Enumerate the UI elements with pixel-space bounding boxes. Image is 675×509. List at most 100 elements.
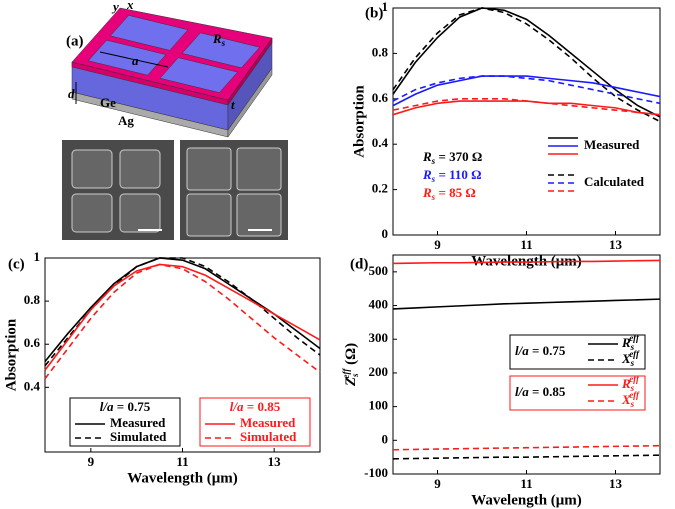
y-tick-label: 0 xyxy=(382,226,389,241)
data-line xyxy=(392,98,661,116)
y-tick-label: 0.6 xyxy=(372,90,389,105)
y-tick-label: -100 xyxy=(364,465,388,480)
y-tick-label: 200 xyxy=(369,364,389,379)
annotation: Rs = 370 Ω xyxy=(422,149,482,166)
y-tick-label: 500 xyxy=(369,263,389,278)
y-axis-label: Absorption xyxy=(351,85,367,158)
y-tick-label: 0.4 xyxy=(24,378,41,393)
y-tick-label: 0.8 xyxy=(24,292,41,307)
subscript: s xyxy=(431,192,436,202)
data-line xyxy=(392,7,661,123)
subscript: s xyxy=(630,342,635,352)
data-line xyxy=(392,259,661,265)
data-line xyxy=(392,100,661,116)
annotation: Rs = 110 Ω xyxy=(422,167,482,184)
x-axis-label: Wavelength (μm) xyxy=(471,492,582,508)
superscript: eff xyxy=(629,349,640,359)
legend-title: l/a = 0.75 xyxy=(100,399,151,414)
legend-title: l/a = 0.85 xyxy=(515,384,566,399)
x-axis-label: Wavelength (μm) xyxy=(127,470,238,486)
subscript: s xyxy=(630,383,635,393)
legend-title: l/a = 0.75 xyxy=(515,343,566,358)
superscript: eff xyxy=(341,368,351,379)
text-part: R xyxy=(422,185,432,200)
subscript: s xyxy=(221,38,226,48)
subscript: s xyxy=(350,373,360,378)
x-tick-label: 11 xyxy=(520,237,532,252)
legend-label: Xseff xyxy=(621,390,640,409)
data-line xyxy=(392,444,661,451)
legend-label: Measured xyxy=(584,137,640,152)
text-part: R xyxy=(212,31,222,46)
diagram-label: a xyxy=(132,53,139,68)
panel-label: (c) xyxy=(8,256,25,272)
y-tick-label: 0.8 xyxy=(372,44,389,59)
text-part: R xyxy=(422,149,432,164)
panel-label: (d) xyxy=(350,256,368,272)
text-part: = 0.85 xyxy=(244,399,281,414)
x-tick-label: 13 xyxy=(609,476,623,491)
y-tick-label: 400 xyxy=(369,297,389,312)
y-tick-label: 1 xyxy=(382,0,389,14)
sem-square xyxy=(119,149,161,189)
text-part: = 370 Ω xyxy=(435,149,482,164)
text-part: = 0.75 xyxy=(114,399,151,414)
text-part: = 85 Ω xyxy=(435,185,476,200)
x-tick-label: 13 xyxy=(268,454,282,469)
legend-label: Xseff xyxy=(621,349,640,368)
text-part: l/a xyxy=(515,384,529,399)
y-tick-label: 0.6 xyxy=(24,335,41,350)
y-tick-label: 0.2 xyxy=(372,181,388,196)
text-part: R xyxy=(422,167,432,182)
subscript: s xyxy=(630,399,635,409)
y-tick-label: 1 xyxy=(34,249,41,264)
x-tick-label: 11 xyxy=(176,454,188,469)
text-part: R xyxy=(621,335,631,350)
legend-label: Simulated xyxy=(110,429,167,444)
y-tick-label: 0 xyxy=(382,431,389,446)
data-line xyxy=(392,7,661,118)
text-part: R xyxy=(621,376,631,391)
patch xyxy=(181,32,261,69)
text-part: l/a xyxy=(230,399,244,414)
legend-label: Rseff xyxy=(621,333,640,352)
dimension-line xyxy=(99,51,169,68)
data-line xyxy=(44,257,321,362)
legend-label: Rseff xyxy=(621,374,640,393)
x-tick-label: 13 xyxy=(609,237,623,252)
sem-square xyxy=(186,193,232,237)
x-tick-label: 11 xyxy=(520,476,532,491)
text-part: = 0.75 xyxy=(529,343,566,358)
data-line xyxy=(392,454,661,460)
text-part: l/a xyxy=(100,399,114,414)
text-part: = 110 Ω xyxy=(435,167,481,182)
sem-square xyxy=(71,193,113,233)
sem-square xyxy=(186,147,232,191)
legend-label: Measured xyxy=(110,415,166,430)
data-line xyxy=(44,263,321,380)
subscript: s xyxy=(431,174,436,184)
diagram-label: x xyxy=(126,0,134,12)
text-part: X xyxy=(621,351,631,366)
y-axis-label: Zseff (Ω) xyxy=(341,343,360,387)
sem-square xyxy=(236,147,282,191)
legend-box xyxy=(509,334,646,370)
sem-square xyxy=(236,193,282,237)
y-axis-label: Absorption xyxy=(3,318,19,391)
text-part: (Ω) xyxy=(343,343,359,369)
legend-title: l/a = 0.85 xyxy=(230,399,281,414)
text-part: X xyxy=(621,392,631,407)
diagram-label: t xyxy=(231,97,235,112)
text-part: Z xyxy=(343,377,359,387)
x-tick-label: 9 xyxy=(88,454,95,469)
legend-label: Simulated xyxy=(240,429,297,444)
data-line xyxy=(392,75,661,107)
legend-label: Calculated xyxy=(584,174,645,189)
x-tick-label: 9 xyxy=(434,237,441,252)
diagram-label: Ge xyxy=(100,95,116,110)
patch xyxy=(159,57,239,93)
sem-square xyxy=(71,149,113,189)
diagram-label: d xyxy=(68,86,75,101)
panel-label: (a) xyxy=(66,33,84,49)
